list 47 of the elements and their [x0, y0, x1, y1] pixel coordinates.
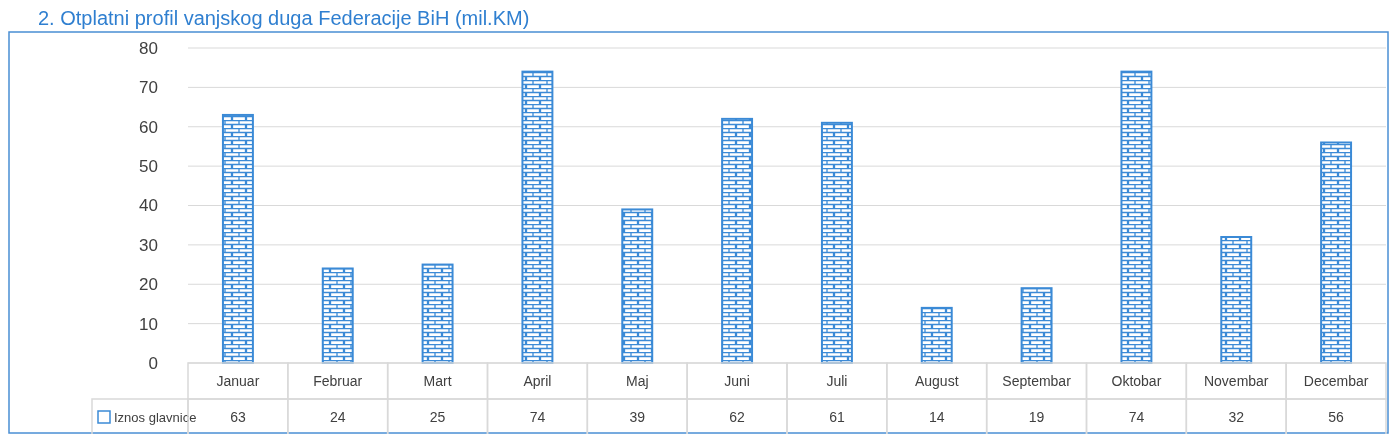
data-label: 61 [829, 408, 845, 425]
bar [621, 208, 654, 364]
bar [820, 121, 853, 364]
bar [920, 306, 953, 364]
bar [1020, 287, 1053, 364]
data-label: 24 [329, 408, 346, 425]
y-tick-label: 10 [139, 314, 158, 334]
data-label: 19 [1028, 408, 1045, 425]
bar [221, 113, 254, 364]
chart-title: 2. Otplatni profil vanjskog duga Federacije BiH (mil.KM) [38, 7, 530, 29]
x-tick-label: Januar [216, 372, 260, 389]
data-label: 56 [1328, 408, 1345, 425]
x-tick-label: Juli [826, 372, 848, 389]
y-tick-label: 20 [139, 275, 158, 295]
y-tick-label: 30 [139, 235, 158, 255]
bar [1220, 236, 1253, 364]
x-tick-label: Februar [313, 372, 363, 389]
bar [321, 267, 354, 364]
x-tick-label: Decembar [1303, 372, 1369, 389]
text: Iznos glavnice [114, 409, 197, 425]
y-tick-label: 0 [148, 353, 158, 373]
y-tick-label: 70 [139, 78, 158, 98]
x-tick-label: Mart [423, 372, 452, 389]
x-tick-label: Juni [724, 372, 750, 389]
bar [1320, 141, 1353, 364]
data-label: 62 [729, 408, 746, 425]
data-label: 25 [429, 408, 446, 425]
data-label: 63 [230, 408, 246, 425]
x-tick-label: Novembar [1203, 372, 1269, 389]
y-tick-label: 40 [139, 196, 158, 216]
data-label: 74 [529, 408, 546, 425]
bar [521, 70, 554, 364]
bar [421, 263, 454, 364]
data-label: 74 [1128, 408, 1145, 425]
x-tick-label: Maj [625, 372, 649, 389]
bar [721, 117, 754, 364]
x-tick-label: Oktobar [1111, 372, 1162, 389]
y-tick-label: 60 [139, 117, 158, 137]
data-label: 14 [928, 408, 945, 425]
x-tick-label: April [523, 372, 552, 389]
x-tick-label: August [914, 372, 959, 389]
y-tick-label: 50 [139, 157, 158, 177]
bar [1120, 70, 1153, 364]
data-label: 32 [1228, 408, 1245, 425]
data-label: 39 [629, 408, 646, 425]
y-tick-label: 80 [139, 38, 158, 58]
x-tick-label: Septembar [1002, 372, 1072, 389]
